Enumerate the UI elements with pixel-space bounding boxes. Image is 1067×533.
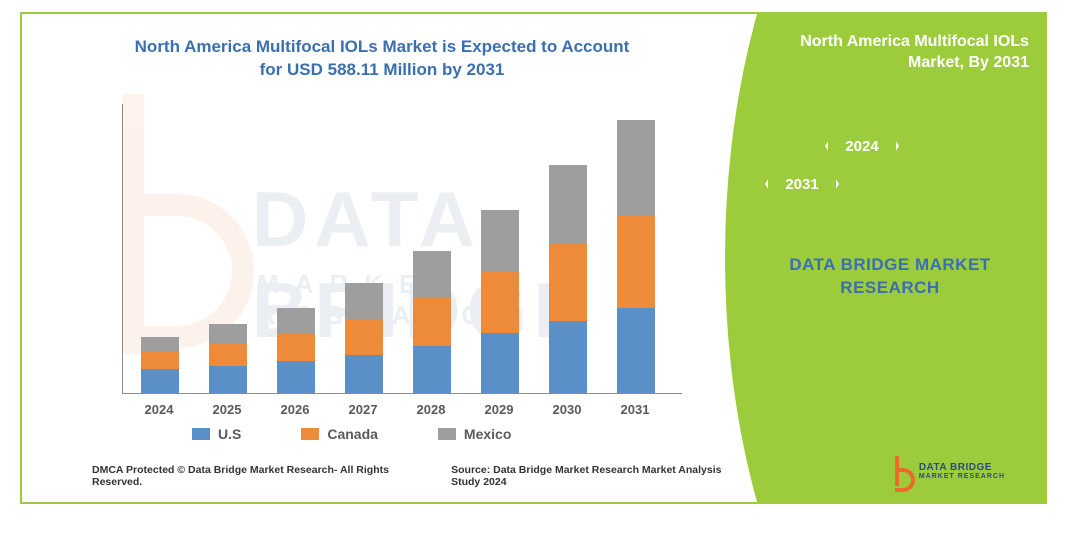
legend-swatch [438, 428, 456, 440]
footer-source: Source: Data Bridge Market Research Mark… [451, 464, 732, 488]
bar-segment [549, 165, 587, 243]
x-axis-label: 2031 [605, 402, 665, 417]
legend-item: U.S [192, 426, 241, 442]
bar-segment [617, 308, 655, 393]
bar-segment [617, 216, 655, 308]
bar-group [141, 337, 179, 393]
x-axis-label: 2030 [537, 402, 597, 417]
hex-year-front: 2031 [765, 152, 839, 216]
bar-segment [413, 251, 451, 299]
bar-segment [481, 210, 519, 272]
x-axis-label: 2025 [197, 402, 257, 417]
bar-segment [345, 283, 383, 319]
bar-group [481, 210, 519, 393]
logo-line1: DATA BRIDGE [919, 462, 1005, 473]
bar-segment [141, 337, 179, 352]
plot-area [122, 104, 682, 394]
x-axis-label: 2024 [129, 402, 189, 417]
logo-icon [891, 456, 913, 486]
legend-swatch [192, 428, 210, 440]
bar-group [549, 165, 587, 393]
bar-segment [481, 333, 519, 393]
legend-label: U.S [218, 426, 241, 442]
x-axis-label: 2026 [265, 402, 325, 417]
legend-label: Canada [327, 426, 378, 442]
brand-logo: DATA BRIDGE MARKET RESEARCH [891, 456, 1005, 486]
bar-segment [345, 319, 383, 355]
right-panel-title: North America Multifocal IOLs Market, By… [749, 32, 1029, 74]
chart-title: North America Multifocal IOLs Market is … [122, 36, 642, 82]
outer-frame: DATA BRIDGE MARKET RESEARCH North Americ… [20, 12, 1047, 504]
legend-label: Mexico [464, 426, 511, 442]
bar-segment [141, 369, 179, 393]
legend-item: Mexico [438, 426, 511, 442]
bar-group [277, 308, 315, 393]
bar-segment [141, 352, 179, 369]
bar-segment [413, 346, 451, 393]
chart-legend: U.S Canada Mexico [192, 426, 652, 442]
legend-item: Canada [301, 426, 378, 442]
bar-segment [481, 272, 519, 333]
bar-segment [549, 244, 587, 321]
bar-segment [277, 361, 315, 393]
legend-swatch [301, 428, 319, 440]
bar-segment [209, 324, 247, 344]
x-axis-label: 2028 [401, 402, 461, 417]
bar-segment [549, 321, 587, 394]
bar-group [617, 120, 655, 393]
bar-segment [345, 355, 383, 393]
footer-copyright: DMCA Protected © Data Bridge Market Rese… [92, 464, 391, 488]
bar-segment [277, 308, 315, 334]
x-axis-label: 2027 [333, 402, 393, 417]
bar-segment [413, 298, 451, 346]
bar-segment [209, 366, 247, 393]
stacked-bar-chart: U.SCanadaMexico 202420252026202720282029… [122, 104, 682, 434]
hex-year-back: 2024 [825, 114, 899, 178]
bar-segment [277, 334, 315, 361]
x-axis-label: 2029 [469, 402, 529, 417]
bar-segment [617, 120, 655, 216]
footer: DMCA Protected © Data Bridge Market Rese… [92, 464, 732, 488]
hexagon-badges: 2024 2031 [755, 114, 925, 234]
bar-group [413, 251, 451, 393]
bar-group [209, 324, 247, 393]
logo-line2: MARKET RESEARCH [919, 473, 1005, 480]
brand-text-right: DATA BRIDGE MARKET RESEARCH [775, 254, 1005, 300]
bar-segment [209, 344, 247, 365]
bar-group [345, 283, 383, 393]
